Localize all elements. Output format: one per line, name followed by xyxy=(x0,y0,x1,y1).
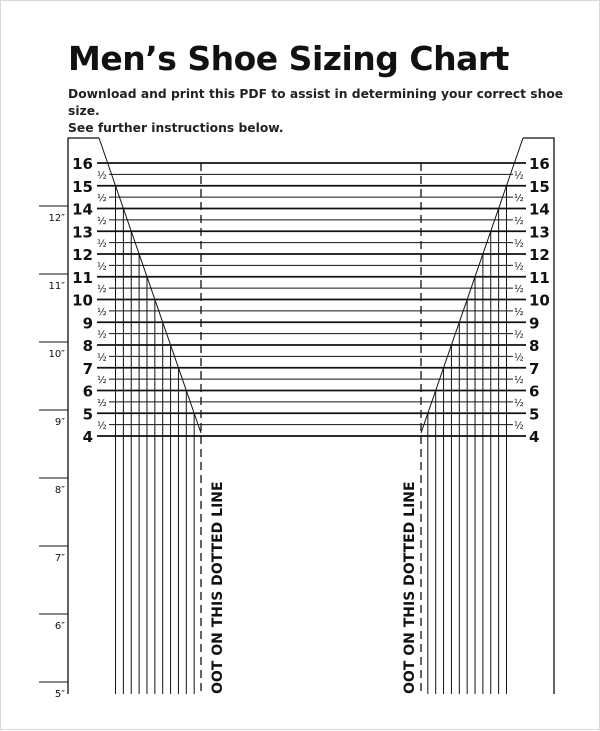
half-label-left: ½ xyxy=(97,238,107,250)
size-label-left: 16 xyxy=(72,155,93,173)
half-label-left: ½ xyxy=(97,351,107,363)
size-label-right: 10 xyxy=(529,292,550,310)
size-label-right: 8 xyxy=(529,337,539,355)
size-label-left: 9 xyxy=(83,314,93,332)
inch-label: 8″ xyxy=(55,485,65,496)
size-label-right: 13 xyxy=(529,223,550,241)
inch-label: 6″ xyxy=(55,621,65,632)
size-label-left: 12 xyxy=(72,246,93,264)
size-label-left: 6 xyxy=(83,383,93,401)
right-diagonal-line xyxy=(420,137,524,434)
half-label-left: ½ xyxy=(97,329,107,341)
inch-label: 5″ xyxy=(55,689,65,700)
size-label-left: 5 xyxy=(83,405,93,423)
half-label-left: ½ xyxy=(97,420,107,432)
half-label-right: ½ xyxy=(514,420,524,432)
dotted-line-instruction-left: OOT ON THIS DOTTED LINE xyxy=(210,481,226,694)
size-label-left: 15 xyxy=(72,178,93,196)
size-label-right: 9 xyxy=(529,314,539,332)
size-label-right: 4 xyxy=(529,428,539,446)
right-ruler-border xyxy=(523,137,555,694)
size-label-right: 5 xyxy=(529,405,539,423)
half-label-right: ½ xyxy=(514,238,524,250)
half-label-right: ½ xyxy=(514,397,524,409)
half-label-left: ½ xyxy=(97,397,107,409)
half-label-right: ½ xyxy=(514,215,524,227)
size-label-right: 12 xyxy=(529,246,550,264)
size-label-right: 15 xyxy=(529,178,550,196)
size-label-right: 7 xyxy=(529,360,539,378)
half-label-left: ½ xyxy=(97,260,107,272)
size-label-left: 8 xyxy=(83,337,93,355)
size-label-left: 14 xyxy=(72,201,93,219)
inch-label: 11″ xyxy=(49,281,66,292)
half-label-right: ½ xyxy=(514,306,524,318)
left-diagonal-line xyxy=(98,137,202,434)
inch-label: 12″ xyxy=(49,213,66,224)
size-label-left: 10 xyxy=(72,292,93,310)
inch-label: 9″ xyxy=(55,417,65,428)
inch-label: 10″ xyxy=(49,349,66,360)
instructions: Download and print this PDF to assist in… xyxy=(68,86,599,137)
page-title: Men’s Shoe Sizing Chart xyxy=(68,39,509,78)
half-label-right: ½ xyxy=(514,260,524,272)
half-label-right: ½ xyxy=(514,169,524,181)
size-label-left: 13 xyxy=(72,223,93,241)
size-label-right: 14 xyxy=(529,201,550,219)
half-label-right: ½ xyxy=(514,351,524,363)
size-label-right: 16 xyxy=(529,155,550,173)
size-label-left: 4 xyxy=(83,428,93,446)
half-label-right: ½ xyxy=(514,192,524,204)
half-label-left: ½ xyxy=(97,283,107,295)
half-label-left: ½ xyxy=(97,215,107,227)
half-label-left: ½ xyxy=(97,169,107,181)
half-label-right: ½ xyxy=(514,283,524,295)
half-label-left: ½ xyxy=(97,306,107,318)
dotted-line-instruction-right: OOT ON THIS DOTTED LINE xyxy=(402,481,418,694)
size-label-right: 11 xyxy=(529,269,550,287)
half-label-right: ½ xyxy=(514,329,524,341)
size-label-right: 6 xyxy=(529,383,539,401)
size-label-left: 7 xyxy=(83,360,93,378)
half-label-left: ½ xyxy=(97,192,107,204)
half-label-right: ½ xyxy=(514,374,524,386)
instructions-line-2: See further instructions below. xyxy=(68,121,284,135)
half-label-left: ½ xyxy=(97,374,107,386)
size-label-left: 11 xyxy=(72,269,93,287)
inch-label: 7″ xyxy=(55,553,65,564)
instructions-line-1: Download and print this PDF to assist in… xyxy=(68,87,564,118)
left-ruler-border xyxy=(67,137,99,694)
